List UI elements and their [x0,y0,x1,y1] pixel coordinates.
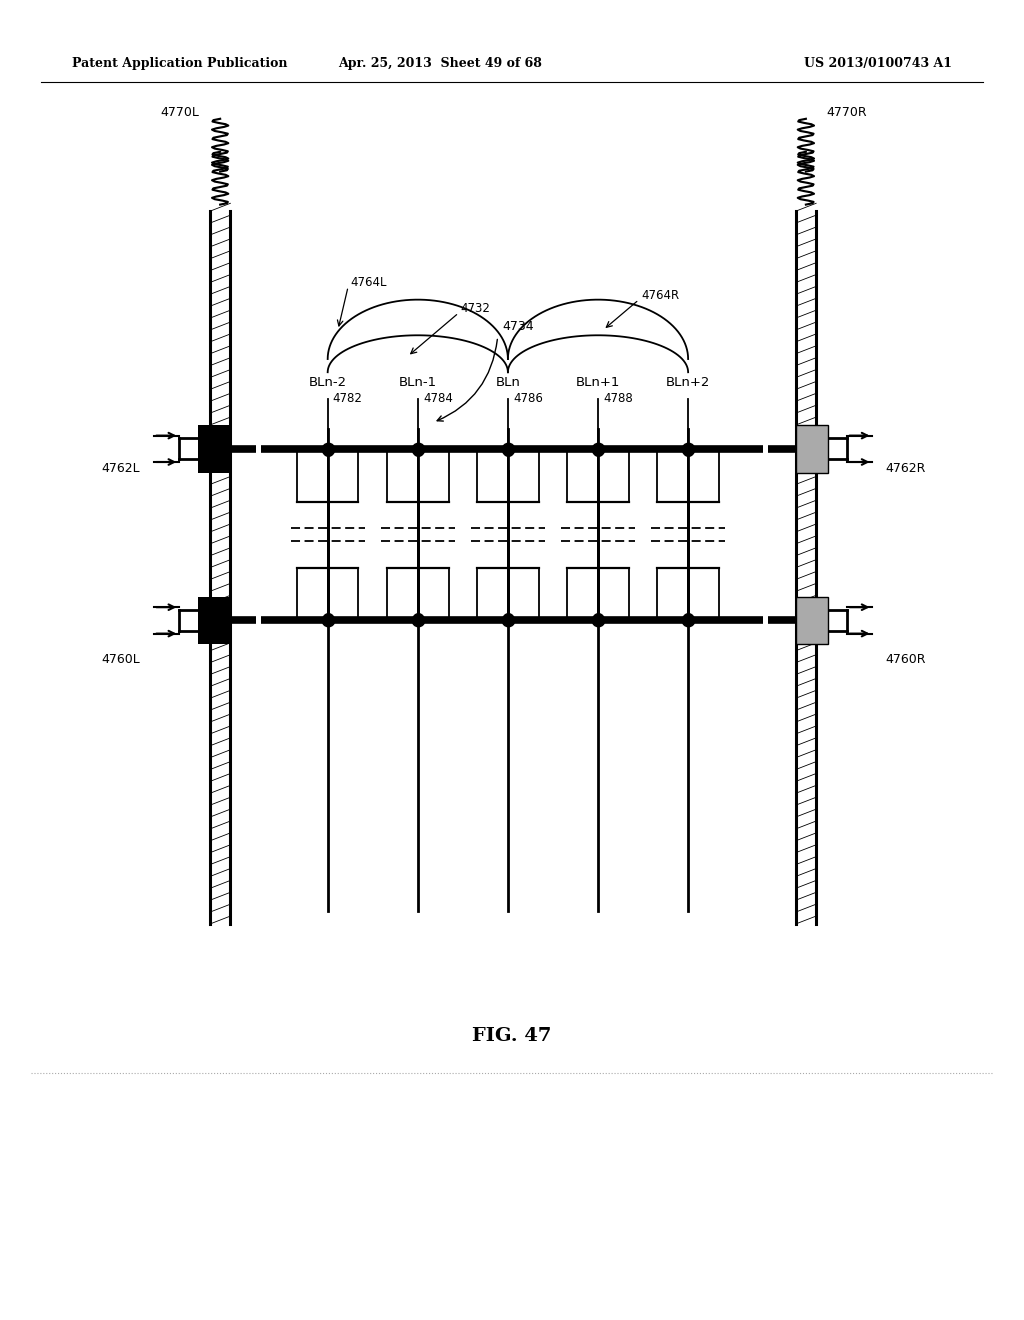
Text: Patent Application Publication: Patent Application Publication [72,57,287,70]
Bar [210,211,230,924]
Text: BLn+2: BLn+2 [666,376,711,389]
Text: 4764L: 4764L [350,276,387,289]
Text: 4760R: 4760R [886,653,927,667]
Bar [796,597,828,644]
Text: BLn-1: BLn-1 [398,376,437,389]
Text: BLn: BLn [496,376,520,389]
Text: 4770R: 4770R [826,106,867,119]
Text: 4764R: 4764R [641,289,679,302]
Text: 4784: 4784 [423,392,453,405]
Text: 4786: 4786 [513,392,543,405]
Text: Apr. 25, 2013  Sheet 49 of 68: Apr. 25, 2013 Sheet 49 of 68 [338,57,543,70]
Text: 4782: 4782 [333,392,362,405]
Text: 4788: 4788 [603,392,633,405]
Text: BLn+1: BLn+1 [575,376,621,389]
Text: 4734: 4734 [503,319,535,333]
Text: 4762L: 4762L [101,462,140,475]
Bar [198,597,230,644]
Text: 4732: 4732 [461,302,490,315]
Text: 4770L: 4770L [161,106,200,119]
Text: 4762R: 4762R [886,462,926,475]
Text: FIG. 47: FIG. 47 [472,1027,552,1045]
Text: 4760L: 4760L [101,653,140,667]
Bar [796,211,816,924]
Text: BLn-2: BLn-2 [308,376,347,389]
Text: US 2013/0100743 A1: US 2013/0100743 A1 [804,57,952,70]
Bar [796,425,828,473]
Bar [198,425,230,473]
